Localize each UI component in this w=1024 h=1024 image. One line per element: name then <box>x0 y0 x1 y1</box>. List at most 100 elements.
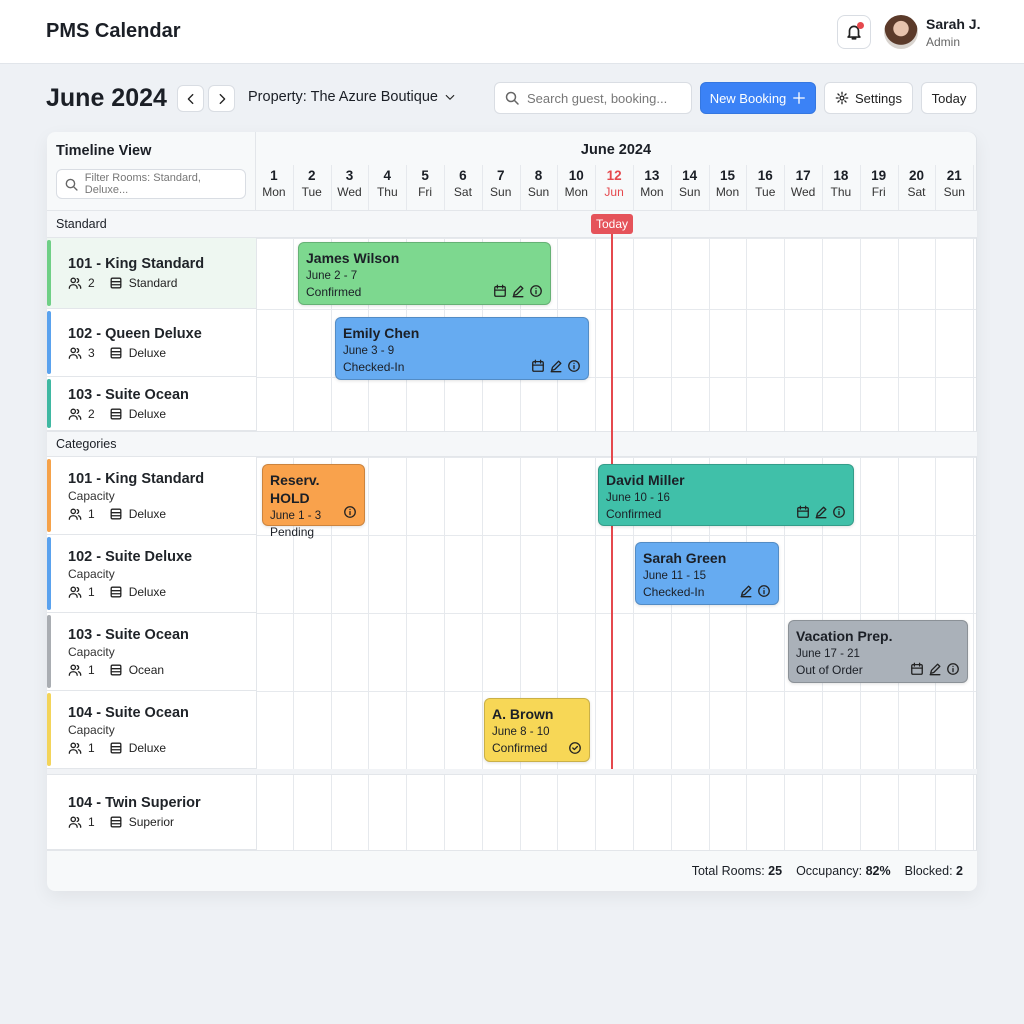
app-title: PMS Calendar <box>46 20 181 42</box>
room-name: 104 - Twin Superior <box>68 795 201 811</box>
grid-line <box>595 165 597 850</box>
day-weekday: Mon <box>715 185 740 199</box>
room-accent <box>47 240 51 306</box>
room-row[interactable]: 101 - King Standard Capacity 1 Deluxe <box>47 457 256 535</box>
bed-icon <box>109 585 123 599</box>
room-accent <box>47 379 51 428</box>
day-number: 21 <box>946 168 962 183</box>
booking-status: Pending <box>270 525 315 539</box>
user-avatar[interactable] <box>884 15 918 49</box>
room-row[interactable]: 104 - Twin Superior 1 Superior <box>47 775 256 850</box>
stat-value: 25 <box>768 864 783 878</box>
room-meta: 3 Deluxe <box>68 346 256 360</box>
section-divider <box>47 769 977 775</box>
day-header: 14 Sun <box>671 168 709 199</box>
chevron-right <box>219 93 225 104</box>
edit-icon <box>739 584 753 598</box>
bed-icon <box>109 507 123 521</box>
room-filter-input[interactable]: Filter Rooms: Standard, Deluxe... <box>56 169 246 199</box>
gear-icon <box>835 91 849 105</box>
room-name: 102 - Queen Deluxe <box>68 325 202 342</box>
timeline-header-right <box>256 132 976 210</box>
property-select[interactable]: Property: The Azure Boutique <box>248 89 456 105</box>
booking-guest: Emily Chen <box>343 325 420 341</box>
day-number: 18 <box>833 168 849 183</box>
booking-block[interactable]: Emily Chen June 3 - 9 Checked-In <box>335 317 589 380</box>
booking-block[interactable]: Vacation Prep. June 17 - 21 Out of Order <box>788 620 968 683</box>
room-capacity-label: Capacity <box>68 488 115 503</box>
day-number: 16 <box>757 168 773 183</box>
booking-guest: Reserv. HOLD <box>270 472 320 506</box>
bed-icon <box>109 815 123 829</box>
booking-block[interactable]: Reserv. HOLD June 1 - 3 Pending <box>262 464 365 539</box>
user-name: Sarah J. <box>926 16 981 32</box>
day-number: 7 <box>496 168 505 183</box>
room-meta: 2 Standard <box>68 276 256 290</box>
room-name: 103 - Suite Ocean <box>68 386 189 403</box>
room-meta: 2 Deluxe <box>68 407 256 421</box>
next-button[interactable] <box>208 85 235 112</box>
day-number: 5 <box>421 168 429 183</box>
booking-block[interactable]: James Wilson June 2 - 7 Confirmed <box>298 242 551 305</box>
room-row[interactable]: 102 - Queen Deluxe 3 Deluxe <box>47 309 256 377</box>
booking-status: Confirmed <box>306 285 362 299</box>
day-weekday: Mon <box>640 185 664 199</box>
new-booking-button[interactable]: New Booking <box>700 82 816 114</box>
grid-line <box>859 165 861 850</box>
edit-icon <box>549 359 563 373</box>
ppl-icon <box>68 407 82 421</box>
day-header: 10 Mon <box>557 168 595 199</box>
ppl-icon <box>68 663 82 677</box>
day-header: 1 Mon <box>255 168 293 199</box>
settings-label: Settings <box>855 90 902 106</box>
day-header: 17 Wed <box>784 168 822 199</box>
property-label: Property: The Azure Boutique <box>248 89 438 105</box>
booking-dates: June 2 - 7 <box>306 270 358 282</box>
room-name: 101 - King Standard <box>68 256 205 272</box>
stat-occupancy: Occupancy: 82% <box>796 864 891 878</box>
room-row[interactable]: 101 - King Standard 2 Standard <box>47 238 256 309</box>
search-icon <box>65 178 78 191</box>
room-guests: 1 <box>88 815 95 829</box>
room-name: 103 - Suite Ocean <box>68 626 189 643</box>
info-icon <box>343 505 357 519</box>
search-input[interactable]: Search guest, booking... <box>494 82 692 114</box>
room-row[interactable]: 102 - Suite Deluxe Capacity 1 Deluxe <box>47 535 256 613</box>
day-header: 8 Sun <box>520 168 558 199</box>
room-row[interactable]: 103 - Suite Ocean 2 Deluxe <box>47 377 256 431</box>
room-row[interactable]: 103 - Suite Ocean Capacity 1 Ocean <box>47 613 256 691</box>
day-number: 4 <box>383 168 392 183</box>
day-number: 3 <box>345 168 354 183</box>
day-number: 1 <box>270 168 278 183</box>
room-accent <box>47 459 51 532</box>
booking-guest: James Wilson <box>306 250 400 266</box>
edit-icon <box>928 662 942 676</box>
day-header: 21 Sun <box>935 168 973 199</box>
plus-icon <box>793 92 806 104</box>
booking-block[interactable]: Sarah Green June 11 - 15 Checked-In <box>635 542 779 605</box>
row-line <box>256 238 976 239</box>
grid-line <box>481 165 483 850</box>
grid-line <box>557 165 559 850</box>
settings-button[interactable]: Settings <box>824 82 913 114</box>
day-number: 10 <box>568 168 584 183</box>
bed-icon <box>109 276 123 290</box>
room-accent <box>47 615 51 688</box>
booking-guest: Sarah Green <box>643 550 727 566</box>
row-line <box>256 535 976 536</box>
stat-value: 82% <box>865 864 891 878</box>
room-row[interactable]: 104 - Suite Ocean Capacity 1 Deluxe <box>47 691 256 769</box>
day-header: 13 Mon <box>633 168 671 199</box>
today-button[interactable]: Today <box>921 82 977 114</box>
row-line <box>256 377 976 378</box>
prev-button[interactable] <box>177 85 204 112</box>
grid-line <box>897 165 899 850</box>
booking-block[interactable]: A. Brown June 8 - 10 Confirmed <box>484 698 590 762</box>
grid-line <box>935 165 937 850</box>
column-divider <box>256 210 257 850</box>
current-month: June 2024 <box>46 84 167 112</box>
notifications-button[interactable] <box>837 15 871 49</box>
room-guests: 3 <box>88 345 95 360</box>
booking-block[interactable]: David Miller June 10 - 16 Confirmed <box>598 464 854 526</box>
